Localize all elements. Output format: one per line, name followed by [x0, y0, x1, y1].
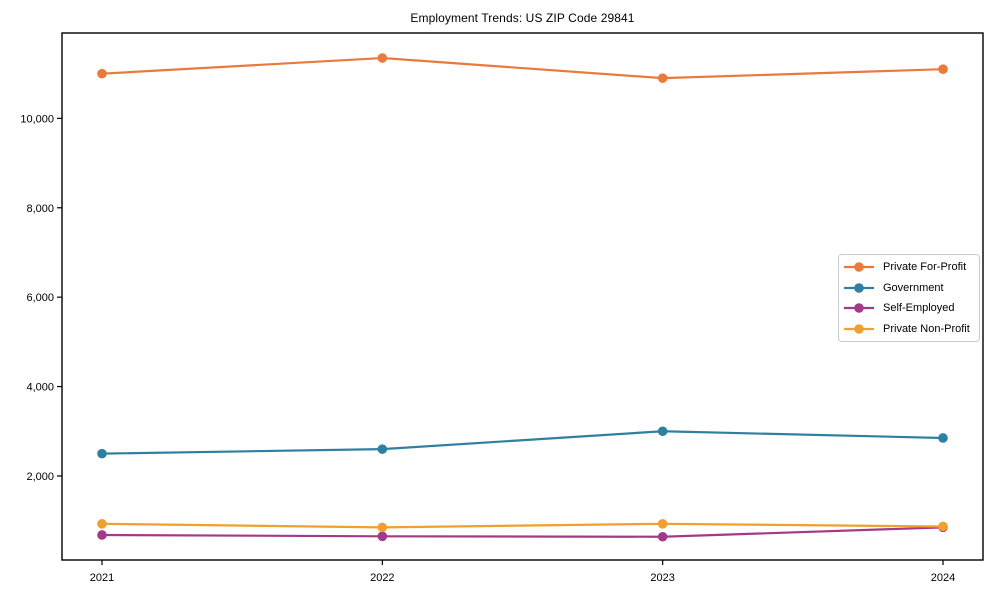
series-line-private-non-profit	[100, 522, 945, 529]
legend: Private For-Profit Government Self-Employe…	[838, 254, 980, 342]
data-point-self-employed-2021	[97, 530, 107, 540]
legend-label-private-for-profit: Private For-Profit	[883, 261, 967, 274]
data-point-private-non-profit-2024	[938, 521, 948, 532]
data-point-private-for-profit-2024	[938, 64, 948, 75]
data-point-government-2022	[377, 444, 388, 454]
legend-item-government: Government	[843, 278, 973, 299]
x-axis-tick-label: 2021	[90, 572, 114, 584]
legend-label-government: Government	[883, 281, 944, 294]
data-point-government-2021	[97, 448, 107, 459]
data-point-self-employed-2023	[657, 531, 668, 542]
legend-item-self-employed: Self-Employed	[843, 298, 973, 319]
legend-marker-private-non-profit	[844, 323, 874, 334]
legend-marker-self-employed	[844, 303, 874, 314]
series-line-government	[100, 430, 945, 455]
y-axis-tick-label: 10,000	[20, 113, 54, 125]
legend-label-self-employed: Self-Employed	[883, 302, 955, 315]
data-point-private-non-profit-2022	[377, 522, 388, 533]
y-axis-tick-label: 6,000	[26, 292, 54, 304]
data-point-government-2024	[938, 433, 948, 443]
y-axis-tick-label: 2,000	[26, 471, 54, 483]
y-axis-tick-label: 4,000	[26, 382, 54, 394]
data-point-private-for-profit-2022	[377, 53, 388, 63]
plot-spines	[61, 32, 984, 561]
data-point-government-2023	[657, 426, 668, 437]
x-axis-tick-label: 2023	[650, 572, 674, 584]
legend-item-private-for-profit: Private For-Profit	[843, 257, 973, 278]
data-point-private-non-profit-2021	[97, 518, 107, 529]
legend-label-private-non-profit: Private Non-Profit	[883, 322, 970, 335]
series-line-private-for-profit	[100, 56, 945, 80]
x-axis-tick-label: 2022	[370, 572, 394, 584]
chart-title: Employment Trends: US ZIP Code 29841	[410, 11, 635, 25]
data-point-self-employed-2022	[377, 531, 388, 542]
legend-marker-government	[844, 282, 874, 293]
data-point-private-for-profit-2023	[657, 73, 668, 83]
data-point-private-for-profit-2021	[97, 68, 107, 79]
x-axis-tick-label: 2024	[931, 572, 955, 584]
data-point-private-non-profit-2023	[657, 518, 668, 529]
legend-marker-private-for-profit	[844, 262, 874, 273]
y-axis-tick-label: 8,000	[26, 203, 54, 215]
legend-item-private-non-profit: Private Non-Profit	[843, 319, 973, 340]
series-line-self-employed	[100, 526, 945, 538]
